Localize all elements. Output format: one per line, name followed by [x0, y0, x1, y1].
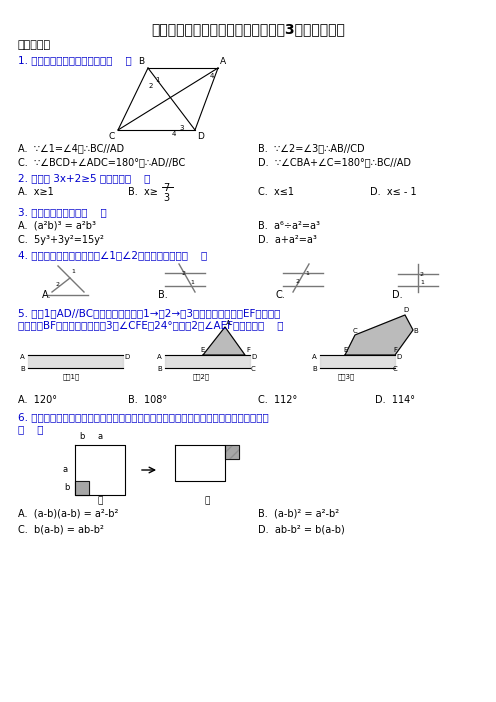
Text: B.  x≥: B. x≥ [128, 187, 158, 197]
Polygon shape [203, 327, 245, 355]
Text: D.  114°: D. 114° [375, 395, 415, 405]
Text: D: D [403, 307, 408, 313]
Text: 1: 1 [420, 280, 424, 285]
Text: C.  5y³+3y²=15y²: C. 5y³+3y²=15y² [18, 235, 104, 245]
Text: 2. 不等式 3x+2≥5 的解集是（    ）: 2. 不等式 3x+2≥5 的解集是（ ） [18, 173, 150, 183]
Text: B.: B. [158, 290, 168, 300]
Text: B: B [138, 57, 144, 66]
Text: D: D [396, 354, 401, 360]
Text: A.: A. [42, 290, 52, 300]
Text: A.  (a²b)³ = a²b³: A. (a²b)³ = a²b³ [18, 221, 96, 231]
Text: 3: 3 [163, 193, 169, 203]
Text: 1: 1 [305, 271, 309, 276]
Text: 4. 如图所示的四个图形中，∠1和∠2不是同位角的是（    ）: 4. 如图所示的四个图形中，∠1和∠2不是同位角的是（ ） [18, 250, 207, 260]
Polygon shape [345, 315, 413, 355]
Polygon shape [320, 355, 395, 368]
Text: b: b [64, 484, 69, 493]
Text: E: E [343, 347, 347, 353]
Text: C: C [109, 132, 115, 141]
Text: C.: C. [276, 290, 286, 300]
Text: 2: 2 [420, 272, 424, 277]
Text: D.  x≤ - 1: D. x≤ - 1 [370, 187, 417, 197]
Text: E: E [200, 347, 204, 353]
Text: D: D [251, 354, 256, 360]
Text: （图1）: （图1） [63, 373, 80, 380]
Text: a: a [62, 465, 67, 475]
Text: D.  a+a²=a³: D. a+a²=a³ [258, 235, 317, 245]
Text: A: A [20, 354, 25, 360]
Text: 4: 4 [210, 73, 214, 79]
Text: 新苏科版七年级数学下册第二学期第3次月考测试卷: 新苏科版七年级数学下册第二学期第3次月考测试卷 [151, 22, 345, 36]
Text: （图2）: （图2） [193, 373, 210, 380]
Text: D: D [124, 354, 129, 360]
Text: 2: 2 [149, 83, 153, 89]
Text: A: A [157, 354, 162, 360]
Text: 1: 1 [71, 269, 75, 274]
Text: （图3）: （图3） [338, 373, 355, 380]
Text: 4: 4 [172, 131, 177, 137]
Text: a: a [97, 432, 103, 441]
Polygon shape [225, 445, 239, 459]
Text: 1: 1 [190, 280, 194, 285]
Text: A.  (a-b)(a-b) = a²-b²: A. (a-b)(a-b) = a²-b² [18, 508, 119, 518]
Text: 2: 2 [295, 279, 299, 284]
Text: 一、选择题: 一、选择题 [18, 40, 51, 50]
Text: A: A [312, 354, 317, 360]
Text: B: B [413, 328, 418, 334]
Text: 平，再沿BF折叠并压平，若图3中∠CFE＝24°，则图2中∠AEF的度数为（    ）: 平，再沿BF折叠并压平，若图3中∠CFE＝24°，则图2中∠AEF的度数为（ ） [18, 320, 284, 330]
Text: D.  ab-b² = b(a-b): D. ab-b² = b(a-b) [258, 524, 345, 534]
Text: A.  ∵∠1=∠4，∴BC//AD: A. ∵∠1=∠4，∴BC//AD [18, 143, 124, 153]
Text: A.  120°: A. 120° [18, 395, 57, 405]
Text: B: B [157, 366, 162, 372]
Text: F: F [246, 347, 250, 353]
Text: A.  x≥1: A. x≥1 [18, 187, 54, 197]
Text: C: C [393, 366, 398, 372]
Text: 3. 下列运算正确的是（    ）: 3. 下列运算正确的是（ ） [18, 207, 107, 217]
Text: B: B [312, 366, 317, 372]
Polygon shape [75, 481, 89, 495]
Polygon shape [165, 355, 250, 368]
Text: 1. 如图，下列推理中正确的是（    ）: 1. 如图，下列推理中正确的是（ ） [18, 55, 132, 65]
Text: 甲: 甲 [97, 496, 103, 505]
Text: B.  a⁶÷a²=a³: B. a⁶÷a²=a³ [258, 221, 320, 231]
Text: 5. 如图1是AD//BC的一张纸条，按图1→图2→图3，把这一纸条先沿EF折叠并压: 5. 如图1是AD//BC的一张纸条，按图1→图2→图3，把这一纸条先沿EF折叠… [18, 308, 280, 318]
Text: 6. 将图甲中阴影部分的小长方形变换到图乙位置，能根据图形的面积关系得到的关系式是: 6. 将图甲中阴影部分的小长方形变换到图乙位置，能根据图形的面积关系得到的关系式… [18, 412, 269, 422]
Text: B.  108°: B. 108° [128, 395, 167, 405]
Text: 乙: 乙 [204, 496, 210, 505]
Text: B.  ∵∠2=∠3，∴AB//CD: B. ∵∠2=∠3，∴AB//CD [258, 143, 365, 153]
Text: b: b [79, 432, 85, 441]
Text: D: D [197, 132, 204, 141]
Polygon shape [28, 355, 123, 368]
Text: A: A [220, 57, 226, 66]
Text: 2: 2 [182, 271, 186, 276]
Text: C.  ∵∠BCD+∠ADC=180°，∴AD//BC: C. ∵∠BCD+∠ADC=180°，∴AD//BC [18, 157, 185, 167]
Text: F: F [393, 347, 397, 353]
Text: C: C [353, 328, 358, 334]
Text: C.  b(a-b) = ab-b²: C. b(a-b) = ab-b² [18, 524, 104, 534]
Text: （    ）: （ ） [18, 424, 44, 434]
Text: 3: 3 [179, 125, 184, 131]
Text: D.: D. [392, 290, 403, 300]
Text: D.  ∵∠CBA+∠C=180°，∴BC//AD: D. ∵∠CBA+∠C=180°，∴BC//AD [258, 157, 411, 167]
Text: A: A [226, 320, 231, 326]
Text: C.  x≤1: C. x≤1 [258, 187, 294, 197]
Text: 7: 7 [163, 183, 169, 193]
Text: 1: 1 [155, 77, 160, 83]
Text: 2: 2 [55, 282, 59, 287]
Text: C: C [251, 366, 256, 372]
Text: B.  (a-b)² = a²-b²: B. (a-b)² = a²-b² [258, 508, 339, 518]
Text: B: B [20, 366, 25, 372]
Text: C.  112°: C. 112° [258, 395, 297, 405]
